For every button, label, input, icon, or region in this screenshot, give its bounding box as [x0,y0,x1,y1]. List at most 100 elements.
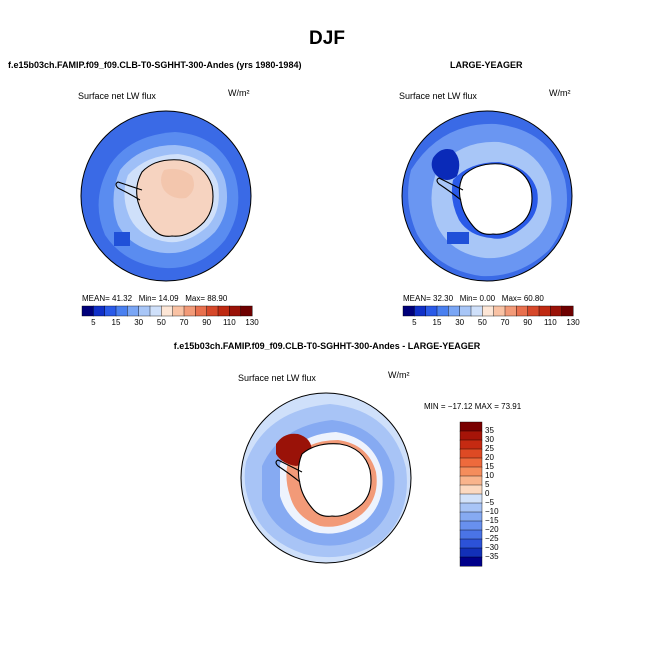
colorbar-tick-label: 50 [156,318,166,327]
south-blue-patch [447,232,469,244]
colorbar-swatch [229,305,242,317]
colorbar-swatch [459,430,483,441]
panel-obs-units: W/m² [549,88,571,98]
colorbar-swatch [195,305,208,317]
colorbar-swatch [240,305,253,317]
colorbar-swatch [459,305,472,317]
colorbar-tick-label: −15 [485,516,499,525]
colorbar-tick-label: −30 [485,543,499,552]
panel-diff-variable: Surface net LW flux [238,373,316,383]
colorbar-swatch [459,547,483,558]
peninsula [115,181,143,201]
colorbar-tick-label: 0 [485,489,490,498]
colorbar-tick-label: 130 [245,318,259,327]
colorbar-swatch [217,305,230,317]
panel-obs-stats: MEAN= 32.30 Min= 0.00 Max= 60.80 [403,294,544,303]
colorbar-swatch [172,305,185,317]
colorbar-swatch [104,305,117,317]
panel-diff-colorbar-ticks: 35 30 25 20 15 10 5 0 −5 −10 −15 −20 −25 −30 −35 [485,422,515,566]
stat-min: 0.00 [479,294,496,303]
panel-diff-stats: MIN = −17.12 MAX = 73.91 [424,402,522,411]
colorbar-tick-label: 90 [523,318,533,327]
panel-obs-colorbar [402,305,574,317]
colorbar-swatch [414,305,427,317]
panel-model-variable: Surface net LW flux [78,91,156,101]
colorbar-swatch [538,305,551,317]
colorbar-swatch [206,305,219,317]
colorbar-swatch [448,305,461,317]
colorbar-swatch [459,448,483,459]
panel-obs-variable: Surface net LW flux [399,91,477,101]
colorbar-tick-label: 30 [485,435,494,444]
colorbar-swatch [527,305,540,317]
peninsula [436,177,464,201]
colorbar-tick-label: 25 [485,444,494,453]
main-title: DJF [309,28,345,49]
colorbar-swatch [561,305,574,317]
colorbar-swatch [127,305,140,317]
colorbar-tick-label: 30 [134,318,144,327]
colorbar-tick-label: 5 [91,318,96,327]
colorbar-swatch [459,493,483,504]
colorbar-tick-label: −35 [485,552,499,561]
stat-max-label: Max= [185,294,206,303]
panel-model-colorbar-ticks: 5 15 30 50 70 90 110 130 [82,318,259,328]
colorbar-swatch [149,305,162,317]
panel-model-map [80,110,252,282]
colorbar-swatch [516,305,529,317]
colorbar-tick-label: 15 [432,318,442,327]
colorbar-tick-label: 110 [222,318,236,327]
colorbar-swatch [459,475,483,486]
colorbar-swatch [161,305,174,317]
colorbar-swatch [493,305,506,317]
south-blue-patch [114,232,130,246]
colorbar-swatch [459,421,483,432]
panel-model-colorbar [81,305,253,317]
colorbar-swatch [115,305,128,317]
colorbar-tick-label: 110 [543,318,557,327]
colorbar-tick-label: −25 [485,534,499,543]
colorbar-swatch [504,305,517,317]
colorbar-tick-label: 20 [485,453,494,462]
colorbar-swatch [459,466,483,477]
stat-max: 88.90 [207,294,228,303]
colorbar-tick-label: 70 [500,318,510,327]
colorbar-tick-label: 130 [566,318,580,327]
peninsula [275,459,303,483]
colorbar-swatch [138,305,151,317]
colorbar-swatch [550,305,563,317]
colorbar-tick-label: −5 [485,498,495,507]
stat-min-label: Min= [459,294,478,303]
colorbar-tick-label: 70 [179,318,189,327]
panel-diff-title: f.e15b03ch.FAMIP.f09_f09.CLB-T0-SGHHT-30… [173,341,481,351]
panel-model-stats: MEAN= 41.32 Min= 14.09 Max= 88.90 [82,294,227,303]
antarctica-land [297,443,372,517]
panel-obs-colorbar-ticks: 5 15 30 50 70 90 110 130 [403,318,580,328]
colorbar-swatch [482,305,495,317]
antarctica-land [458,163,533,235]
colorbar-tick-label: 50 [477,318,487,327]
panel-diff-units: W/m² [388,370,410,380]
colorbar-swatch [459,529,483,540]
panel-model-units: W/m² [228,88,250,98]
panel-model-title: f.e15b03ch.FAMIP.f09_f09.CLB-T0-SGHHT-30… [8,60,302,70]
panel-obs-map [401,110,573,282]
colorbar-swatch [459,439,483,450]
colorbar-swatch [459,502,483,513]
stat-min: 14.09 [158,294,179,303]
colorbar-swatch [459,538,483,549]
dark-shelf [431,149,460,180]
colorbar-swatch [459,556,483,567]
stat-max: 60.80 [523,294,544,303]
colorbar-swatch [459,511,483,522]
ross-warm [161,168,194,199]
panel-diff-map [240,392,412,564]
colorbar-swatch [459,457,483,468]
colorbar-swatch [459,484,483,495]
stat-mean-label: MEAN= [403,294,431,303]
colorbar-tick-label: 90 [202,318,212,327]
colorbar-swatch [81,305,94,317]
colorbar-swatch [183,305,196,317]
colorbar-tick-label: 15 [111,318,121,327]
colorbar-swatch [93,305,106,317]
